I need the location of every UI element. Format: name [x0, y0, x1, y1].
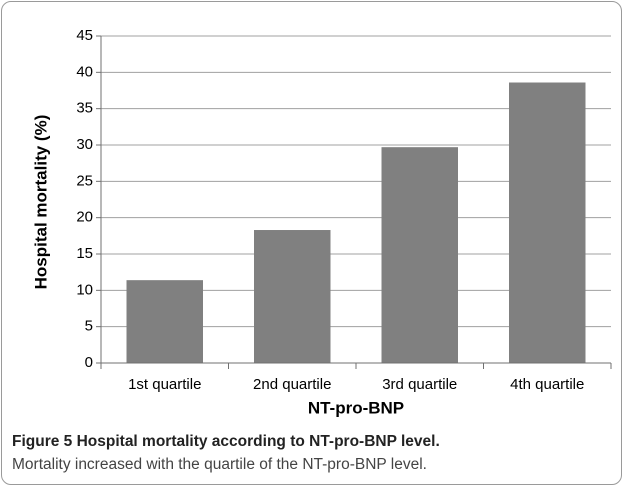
y-tick-label: 10 [76, 281, 93, 298]
y-tick-label: 20 [76, 209, 93, 226]
y-tick-label: 5 [85, 318, 93, 335]
bar [254, 230, 331, 363]
chart: Hospital mortality (%) NT-pro-BNP 0 5 10 15… [31, 27, 612, 417]
x-tick-label: 1st quartile [128, 376, 201, 393]
bar [126, 280, 203, 363]
x-tick-label: 3rd quartile [382, 376, 457, 393]
y-tick-label: 35 [76, 100, 93, 117]
y-tick-label: 15 [76, 245, 93, 262]
y-tick-label: 0 [85, 354, 93, 371]
bar [509, 82, 586, 364]
bar [381, 147, 458, 363]
x-tick-label: 4th quartile [510, 376, 584, 393]
y-tick-label: 45 [76, 27, 93, 44]
y-tick-label: 40 [76, 63, 93, 80]
y-tick-label: 25 [76, 172, 93, 189]
figure-frame: Hospital mortality (%) NT-pro-BNP 0 5 10 15… [1, 1, 622, 485]
y-tick-label: 30 [76, 136, 93, 153]
x-axis-title: NT-pro-BNP [308, 398, 404, 417]
y-axis-title: Hospital mortality (%) [31, 115, 50, 290]
x-tick-label: 2nd quartile [253, 376, 331, 393]
caption-text: Mortality increased with the quartile of… [12, 456, 427, 473]
caption-title: Figure 5 Hospital mortality according to… [12, 433, 440, 450]
